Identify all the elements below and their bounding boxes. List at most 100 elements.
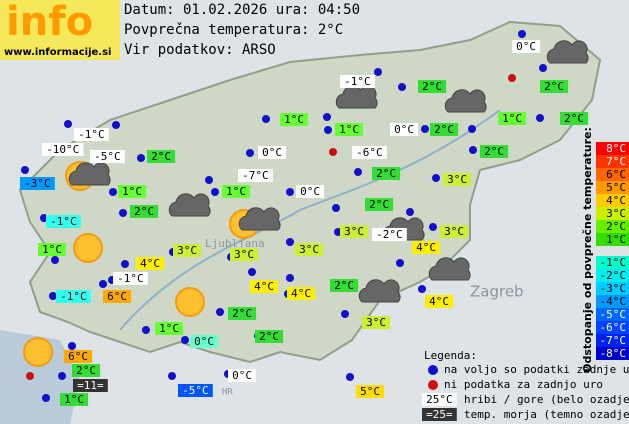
station-dot: [168, 372, 176, 380]
logo-box: [0, 0, 120, 60]
cloud-icon: [444, 89, 487, 113]
station-dot: [68, 342, 76, 350]
legend-key: =25=: [426, 408, 453, 421]
station-temp: 5°C: [360, 385, 380, 398]
station-temp: 3°C: [177, 244, 197, 257]
station-dot: [99, 280, 107, 288]
station-temp-box: [418, 80, 447, 93]
station-temp: -10°C: [46, 143, 79, 156]
station-temp-box: [280, 113, 309, 126]
logo-url: www.informacije.si: [4, 47, 112, 58]
station-temp-box: [230, 248, 259, 261]
station-temp: -7°C: [242, 169, 269, 182]
station-temp-box: [430, 123, 459, 136]
station-dot: [121, 260, 129, 268]
station-temp: 2°C: [422, 80, 442, 93]
station-dot: [332, 204, 340, 212]
station-temp: 2°C: [544, 80, 564, 93]
station-dot-missing: [508, 74, 516, 82]
station-temp-box: [130, 205, 159, 218]
station-temp-box: [372, 167, 401, 180]
station-temp-box: [335, 123, 364, 136]
legend-key: 25°C: [426, 393, 453, 406]
scale-swatch: [596, 256, 629, 269]
station-dot: [346, 373, 354, 381]
station-dot: [286, 238, 294, 246]
station-temp-box: [60, 393, 89, 406]
station-dot: [181, 336, 189, 344]
cloud-icon: [358, 279, 401, 303]
station-temp: 4°C: [291, 287, 311, 300]
station-temp: 2°C: [151, 150, 171, 163]
station-temp: 1°C: [339, 123, 359, 136]
station-dot: [432, 174, 440, 182]
station-temp: 1°C: [284, 113, 304, 126]
legend-title: Legenda:: [424, 349, 477, 362]
scale-swatch: [596, 168, 629, 181]
cloud-icon: [335, 85, 378, 109]
station-temp-box: [295, 243, 324, 256]
station-temp-box: [365, 198, 394, 211]
legend-dot: [428, 380, 438, 390]
station-temp-box: [136, 257, 165, 270]
station-temp: 3°C: [299, 243, 319, 256]
station-temp-box: [90, 150, 125, 163]
station-temp: 3°C: [234, 248, 254, 261]
station-dot: [42, 394, 50, 402]
station-temp: -1°C: [60, 290, 87, 303]
station-temp-box: [238, 169, 273, 182]
station-dot: [286, 274, 294, 282]
station-temp: 2°C: [484, 145, 504, 158]
station-temp: 3°C: [444, 225, 464, 238]
station-dot-missing: [329, 148, 337, 156]
station-dot: [51, 256, 59, 264]
station-temp: 3°C: [366, 316, 386, 329]
sun-icon: [73, 233, 103, 263]
station-temp: 4°C: [429, 295, 449, 308]
legend-key-box: [422, 393, 457, 406]
scale-title: Odstopanje od povprečne temperature:: [581, 127, 594, 373]
station-temp-box: [362, 316, 391, 329]
station-temp: 2°C: [76, 364, 96, 377]
station-temp: -5°C: [94, 150, 121, 163]
station-temp-box: [440, 225, 469, 238]
scale-swatch: [596, 181, 629, 194]
cloud-icon: [428, 257, 471, 281]
station-temp: -1°C: [50, 215, 77, 228]
station-temp-box: [352, 146, 387, 159]
station-dot: [119, 209, 127, 217]
scale-swatch: [596, 321, 629, 334]
scale-swatch: [596, 155, 629, 168]
station-dot: [58, 372, 66, 380]
scale-swatch: [596, 142, 629, 155]
scale-swatch: [596, 220, 629, 233]
scale-label: 4°C: [606, 194, 626, 207]
scale-label: 6°C: [606, 168, 626, 181]
station-temp-box: [56, 290, 91, 303]
station-temp-box: [155, 322, 184, 335]
station-temp: 0°C: [232, 369, 252, 382]
sun-icon: [23, 337, 53, 367]
station-temp: 0°C: [262, 146, 282, 159]
station-temp-box: [147, 150, 176, 163]
station-dot: [341, 310, 349, 318]
station-temp: 0°C: [516, 40, 536, 53]
station-temp-box: [296, 185, 325, 198]
station-temp: -1°C: [344, 75, 371, 88]
station-temp-box: [72, 364, 101, 377]
scale-swatch: [596, 194, 629, 207]
station-dot-missing: [26, 372, 34, 380]
scale-label: -2°C: [600, 269, 627, 282]
scale-label: -8°C: [600, 347, 627, 360]
station-temp: -1°C: [78, 128, 105, 141]
station-temp-box: [228, 369, 257, 382]
country-label: HR: [222, 388, 233, 398]
station-temp-box: [190, 335, 219, 348]
scale-label: 7°C: [606, 155, 626, 168]
station-temp-box: [118, 185, 147, 198]
station-temp: -5°C: [182, 384, 209, 397]
station-temp-box: [372, 228, 407, 241]
cloud-icon: [168, 193, 211, 217]
scale-swatch: [596, 334, 629, 347]
